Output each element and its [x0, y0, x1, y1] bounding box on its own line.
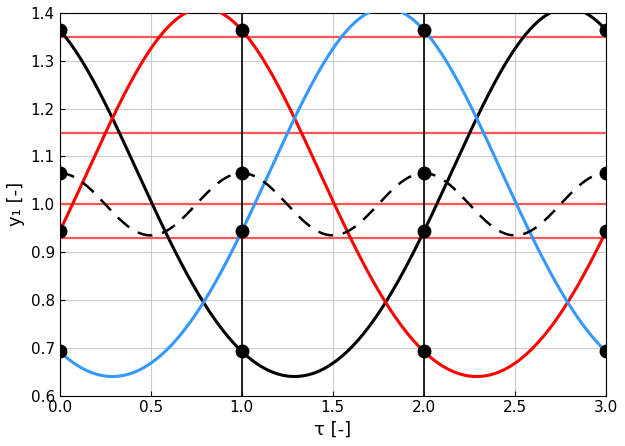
X-axis label: τ [-]: τ [-] — [314, 421, 351, 439]
Y-axis label: y₁ [-]: y₁ [-] — [7, 182, 25, 227]
